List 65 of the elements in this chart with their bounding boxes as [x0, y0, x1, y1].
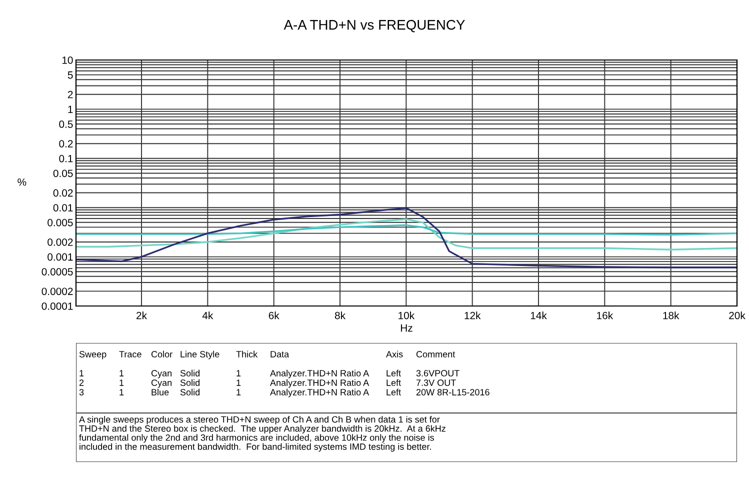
x-tick-label: 6k — [268, 312, 280, 320]
y-tick-label: 0.0002 — [42, 288, 73, 296]
text: Blue — [152, 388, 169, 396]
text: 1 — [236, 380, 241, 386]
y-tick-label: 0.0001 — [42, 302, 73, 310]
y-tick-label: 2 — [68, 90, 73, 98]
y-tick-label: 0.005 — [48, 218, 73, 226]
text: Analyzer.THD+N Ratio A — [270, 388, 370, 398]
text: 1 — [120, 370, 124, 376]
text: Color — [151, 350, 172, 358]
x-tick-label: 16k — [597, 312, 614, 320]
y-tick-label: 0.2 — [59, 140, 73, 148]
y-axis-title: % — [18, 178, 26, 186]
text: 3 — [79, 389, 84, 396]
text: 1 — [120, 380, 124, 386]
x-tick-label: 8k — [334, 312, 346, 320]
text: Line Style — [180, 350, 220, 360]
text: Comment — [416, 351, 456, 358]
text: Thick — [236, 350, 258, 358]
y-tick-label: 0.05 — [53, 170, 73, 178]
text: A single sweeps produces a stereo THD+N sweep of Ch A and Ch B when data 1 is set for THD+N and the Stereo box is checked. The upper Analyzer bandwidth is 20kHz. At a 6kHz fundamental only the 2nd and 3rd harmonics are included, above 10kHz only the noise is included in the measurement bandwidth. For band-limited systems IMD testing is better. — [79, 416, 446, 452]
text: Left — [386, 370, 401, 376]
text: 1 — [120, 389, 124, 396]
x-axis-title: Hz — [400, 324, 412, 332]
x-tick-label: 10k — [398, 312, 415, 320]
x-tick-label: 12k — [464, 312, 481, 320]
text: 1 — [236, 370, 241, 376]
y-tick-label: 5 — [68, 71, 73, 79]
text: Data — [270, 351, 290, 358]
text: 1 — [80, 370, 84, 376]
y-tick-label: 0.5 — [59, 120, 73, 128]
line-series — [76, 224, 737, 236]
text: 3.6VPOUT — [416, 370, 460, 376]
text: Solid — [180, 388, 200, 396]
y-tick-label: 0.0005 — [42, 268, 73, 276]
y-tick-label: 0.1 — [59, 154, 73, 162]
line-series — [76, 218, 737, 250]
x-tick-label: 18k — [663, 312, 680, 320]
chart-title: A-A THD+N vs FREQUENCY — [284, 20, 465, 32]
text: Solid — [180, 370, 200, 376]
y-tick-label: 1 — [68, 106, 73, 113]
text: Axis — [386, 350, 403, 358]
text: 2 — [79, 380, 84, 386]
text: 1 — [236, 389, 241, 396]
text: Solid — [180, 379, 200, 386]
text: Analyzer.THD+N Ratio A — [270, 370, 370, 378]
text: Cyan — [151, 370, 172, 378]
text: 20W 8R-L15-2016 — [416, 389, 490, 396]
line-series — [76, 207, 737, 268]
text: Cyan — [151, 380, 172, 388]
x-tick-label: 20k — [729, 312, 746, 320]
x-tick-label: 4k — [202, 312, 214, 320]
x-tick-label: 14k — [530, 312, 547, 320]
text: 7.3V OUT — [416, 380, 456, 386]
text: Analyzer.THD+N Ratio A — [270, 379, 370, 388]
y-tick-label: 0.01 — [53, 204, 73, 212]
y-tick-label: 0.02 — [53, 189, 73, 197]
text: Trace — [119, 351, 142, 358]
x-tick-label: 2k — [136, 312, 148, 320]
y-tick-label: 0.001 — [48, 253, 73, 261]
text: Sweep — [79, 351, 106, 360]
y-tick-label: 10 — [62, 56, 73, 64]
text: Left — [386, 379, 401, 386]
y-tick-label: 0.002 — [48, 238, 73, 246]
text: Left — [386, 388, 401, 396]
